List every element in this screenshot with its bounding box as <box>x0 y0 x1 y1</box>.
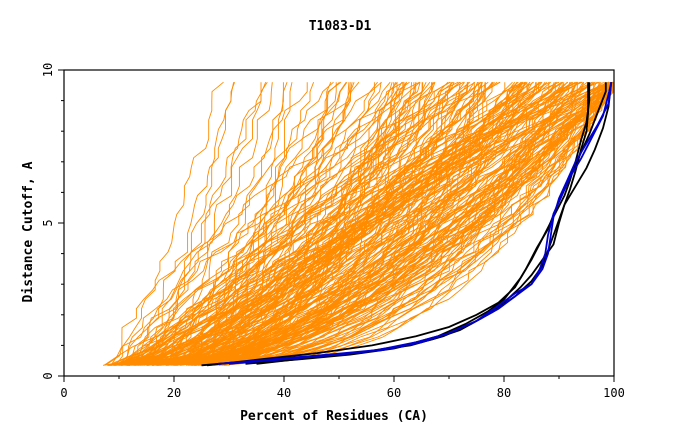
x-tick-label: 40 <box>277 386 291 400</box>
model-curve <box>219 81 580 366</box>
model-curve <box>113 81 360 366</box>
model-curve <box>166 81 568 366</box>
model-curve <box>160 82 615 366</box>
model-curve <box>195 81 578 366</box>
y-axis-label: Distance Cutoff, A <box>21 161 36 302</box>
model-curve <box>218 82 332 366</box>
model-curve <box>110 82 565 366</box>
model-curve <box>211 81 340 366</box>
model-curve <box>126 81 613 366</box>
model-curve <box>121 81 459 366</box>
model-curve <box>165 81 334 366</box>
model-curve <box>102 81 475 366</box>
model-curve <box>113 82 355 366</box>
x-tick-label: 20 <box>167 386 181 400</box>
chart-title: T1083-D1 <box>309 19 372 34</box>
model-curve <box>119 81 540 366</box>
model-curve <box>110 82 469 366</box>
model-curve <box>174 81 610 366</box>
model-curve <box>135 82 262 366</box>
y-tick-label: 10 <box>41 63 55 77</box>
highlight-lines <box>201 82 613 367</box>
model-curve <box>219 82 556 366</box>
model-curve <box>180 81 471 366</box>
model-curve <box>139 82 417 366</box>
model-curve <box>167 82 436 366</box>
model-curve <box>141 82 267 366</box>
model-curve <box>224 81 614 366</box>
model-curve <box>211 82 293 366</box>
model-curve <box>110 81 420 366</box>
model-curve <box>183 81 599 366</box>
model-curve <box>154 81 541 366</box>
x-tick-label: 100 <box>603 386 625 400</box>
model-curve <box>162 81 531 366</box>
y-tick-label: 0 <box>41 372 55 379</box>
model-curve <box>199 82 605 366</box>
model-curve <box>114 82 433 366</box>
x-tick-label: 0 <box>60 386 67 400</box>
model-curve <box>167 82 421 366</box>
tick-labels: 0 20 40 60 80 100 0 5 10 <box>41 63 625 400</box>
model-curve <box>107 81 348 366</box>
model-curve <box>201 82 417 366</box>
model-curve <box>176 81 407 366</box>
model-curve <box>115 81 224 366</box>
model-curve <box>192 81 454 366</box>
model-curve <box>176 81 518 366</box>
model-curve <box>203 82 557 366</box>
highlight-curve <box>206 82 607 367</box>
model-curve <box>194 81 519 366</box>
model-curve <box>147 82 540 366</box>
highlight-curve <box>228 82 613 365</box>
model-curve <box>147 81 516 366</box>
model-curve <box>143 82 236 366</box>
x-axis-label: Percent of Residues (CA) <box>240 409 428 424</box>
highlight-curve <box>217 82 613 365</box>
model-curve <box>103 81 542 366</box>
model-curve <box>128 81 524 366</box>
model-curve <box>119 81 548 366</box>
model-curve <box>153 81 526 366</box>
model-curve <box>194 81 615 366</box>
model-curve <box>127 82 530 366</box>
model-curve <box>171 81 465 366</box>
model-curve <box>152 81 524 366</box>
model-curve <box>175 82 405 366</box>
x-tick-label: 80 <box>497 386 511 400</box>
model-curve <box>143 82 288 366</box>
model-curve <box>223 82 608 366</box>
model-curve <box>157 81 615 366</box>
model-curve <box>111 82 475 366</box>
y-tick-label: 5 <box>41 219 55 226</box>
model-curve <box>155 82 273 366</box>
x-tick-label: 60 <box>387 386 401 400</box>
model-curve <box>116 82 235 366</box>
model-curve <box>197 81 615 366</box>
plot-area <box>102 81 615 366</box>
axes <box>58 69 615 382</box>
model-curve <box>105 82 308 366</box>
